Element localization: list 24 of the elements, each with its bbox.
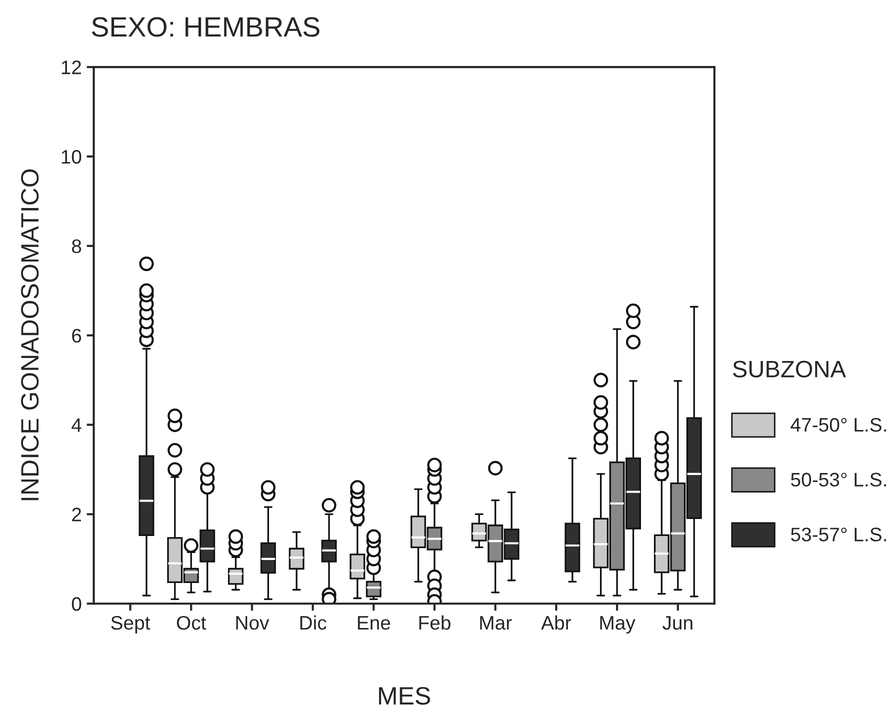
y-axis-title: INDICE GONADOSOMATICO xyxy=(21,169,39,500)
x-tick-label: Feb xyxy=(419,615,450,630)
legend-label: 53-57° L.S. xyxy=(791,528,886,542)
y-tick-label: 4 xyxy=(72,418,82,432)
legend-label: 50-53° L.S. xyxy=(791,472,886,487)
y-tick-label: 12 xyxy=(62,60,81,74)
y-tick-label: 0 xyxy=(72,597,82,611)
y-tick-label: 8 xyxy=(72,239,82,254)
x-tick-label: Dic xyxy=(300,615,326,630)
x-tick-label: May xyxy=(600,616,636,634)
chart-title: SEXO: HEMBRAS xyxy=(92,17,320,37)
legend-title: SUBZONA xyxy=(732,360,846,378)
x-tick-label: Jun xyxy=(662,616,692,630)
x-tick-label: Ene xyxy=(358,616,390,630)
x-tick-label: Sept xyxy=(111,616,150,634)
x-tick-label: Oct xyxy=(176,616,206,630)
y-tick-label: 2 xyxy=(72,508,81,522)
y-tick-label: 10 xyxy=(62,150,82,164)
x-tick-label: Mar xyxy=(480,616,512,630)
legend-label: 47-50° L.S. xyxy=(790,418,886,432)
x-tick-label: Abr xyxy=(541,615,572,630)
x-tick-label: Nov xyxy=(236,616,270,630)
x-axis-title: MES xyxy=(379,687,430,705)
y-tick-label: 6 xyxy=(72,328,82,343)
